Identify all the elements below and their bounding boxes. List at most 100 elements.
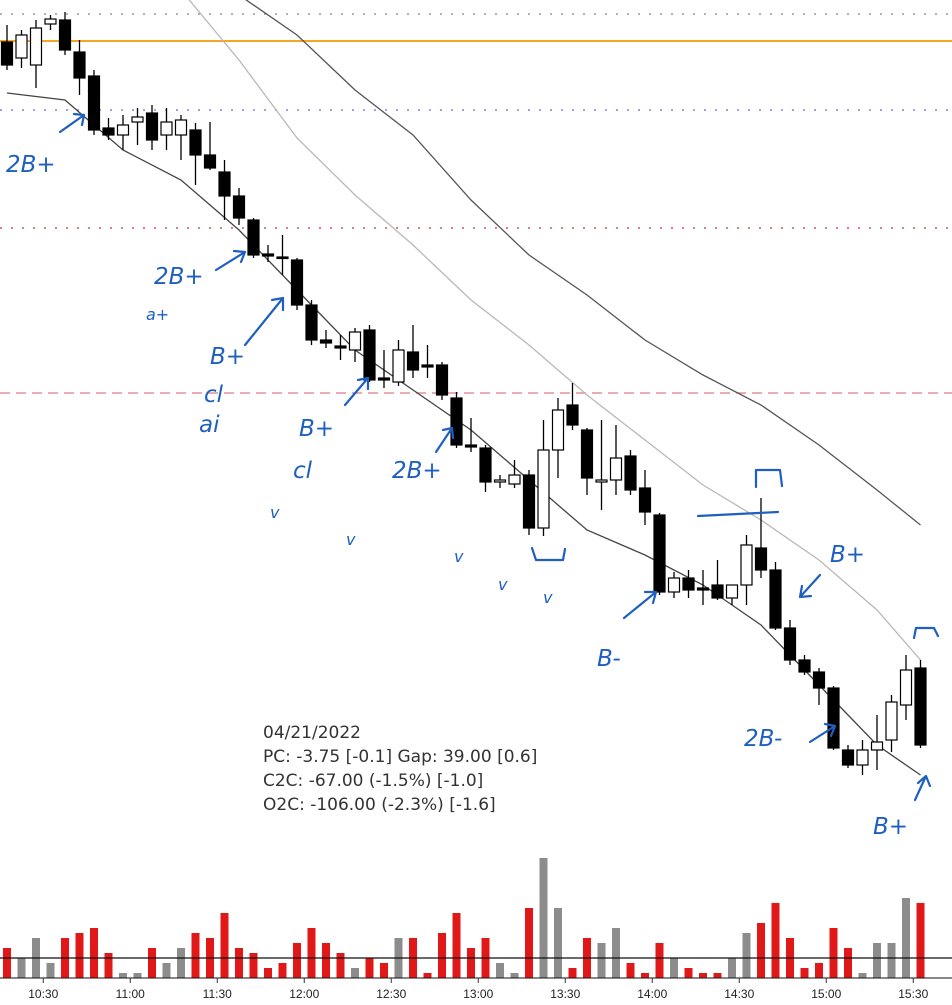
candle-body [319,339,333,344]
candle-body [508,474,521,485]
x-tick-label: 10:30 [28,987,58,1001]
info-box: 04/21/2022 PC: -3.75 [-0.1] Gap: 39.00 [0… [263,723,537,815]
volume-bar [293,943,301,978]
candle-body [0,41,14,66]
arrow [913,774,932,802]
candle-body [435,364,449,396]
volume-bar [351,968,359,978]
candle-body [667,577,681,593]
x-tick-label: 11:30 [203,987,232,1001]
candle-body [522,474,536,529]
annotation: v [454,547,464,566]
annotation: v [543,588,553,607]
arrow [58,112,86,134]
volume-bar [220,913,229,978]
candle-body [450,397,463,446]
x-tick-label: 14:30 [724,987,754,1001]
annotation: cl [293,458,313,484]
bracket [754,468,784,489]
volume-bar [177,948,185,978]
x-tick-label: 12:30 [376,987,406,1001]
candle-body [58,19,72,51]
candle-body [856,749,869,766]
annotations: 2B+ 2B+ a+ B+ cl ai B+ cl 2B+ B+ B- 2B- B+ v v v v v [6,152,908,840]
info-line: 04/21/2022 [263,723,361,743]
volume-bar [699,973,707,978]
arrow [214,249,247,272]
candle-body [276,256,289,260]
annotation: v [346,530,356,549]
x-tick-label: 15:00 [811,987,841,1001]
candle-body [406,351,420,371]
volume-bar [916,903,925,978]
annotation: B- [597,646,621,672]
volume-bar [264,968,272,978]
candle-body [334,345,347,349]
candle-body [305,304,318,341]
volume-bar [670,958,678,978]
volume-pane [0,858,952,979]
candle-body [174,119,188,136]
volume-bar [510,973,519,978]
volume-bar [148,948,156,978]
candle-body [566,404,579,426]
volume-bar [191,933,200,978]
candle-body [798,659,811,673]
volume-bar [90,928,98,978]
annotation: 2B- [744,726,782,752]
volume-bar [452,913,461,978]
candle-body [392,349,405,383]
candle-body [638,487,652,513]
candle-body [44,18,57,25]
volume-bar [887,943,896,978]
x-tick-label: 13:30 [550,987,580,1001]
indicator-lines [6,0,921,776]
candle-body [29,27,43,66]
volume-bar [728,958,736,978]
candle-body [189,129,202,156]
annotation: B+ [299,416,334,442]
volume-bar [162,963,171,978]
candle-body [131,116,144,123]
volume-bar [902,898,910,978]
candle-body [421,364,434,368]
annotation: v [498,575,508,594]
candle-body [261,253,275,257]
x-axis: 10:30 11:00 11:30 12:00 12:30 13:00 13:30 14:00… [28,978,929,1001]
volume-bar [800,968,809,978]
volume-bar [873,943,881,978]
candle-body [537,449,550,529]
candle-body [203,154,217,169]
info-line: PC: -3.75 [-0.1] Gap: 39.00 [0.6] [263,747,537,767]
arrow [434,426,455,454]
candle-body [493,479,507,483]
candle-body [87,75,101,131]
volume-bar [844,948,852,978]
volume-bar [104,953,113,978]
candle-body [247,219,260,256]
candle-body [682,577,695,591]
volume-bar [322,943,330,978]
volume-bar [249,953,258,978]
annotation: 2B+ [154,264,204,290]
volume-bar [554,908,562,978]
candle-body [348,331,362,351]
volume-bar [119,973,127,978]
candle-body [783,627,797,661]
candle-body [102,127,115,136]
arrow [243,296,285,347]
candle-body [914,667,927,746]
volume-bar [17,958,26,978]
volume-bar [757,923,765,978]
annotation: cl [204,382,224,408]
annotation: v [270,503,280,522]
x-tick-label: 15:30 [898,987,928,1001]
candle-body [73,51,86,79]
volume-bar [858,973,867,978]
volume-bar [829,928,838,978]
volume-bar [235,948,243,978]
annotation: B+ [210,344,245,370]
candle-body [595,479,608,483]
volume-bar [612,928,620,978]
volume-bar [336,953,345,978]
